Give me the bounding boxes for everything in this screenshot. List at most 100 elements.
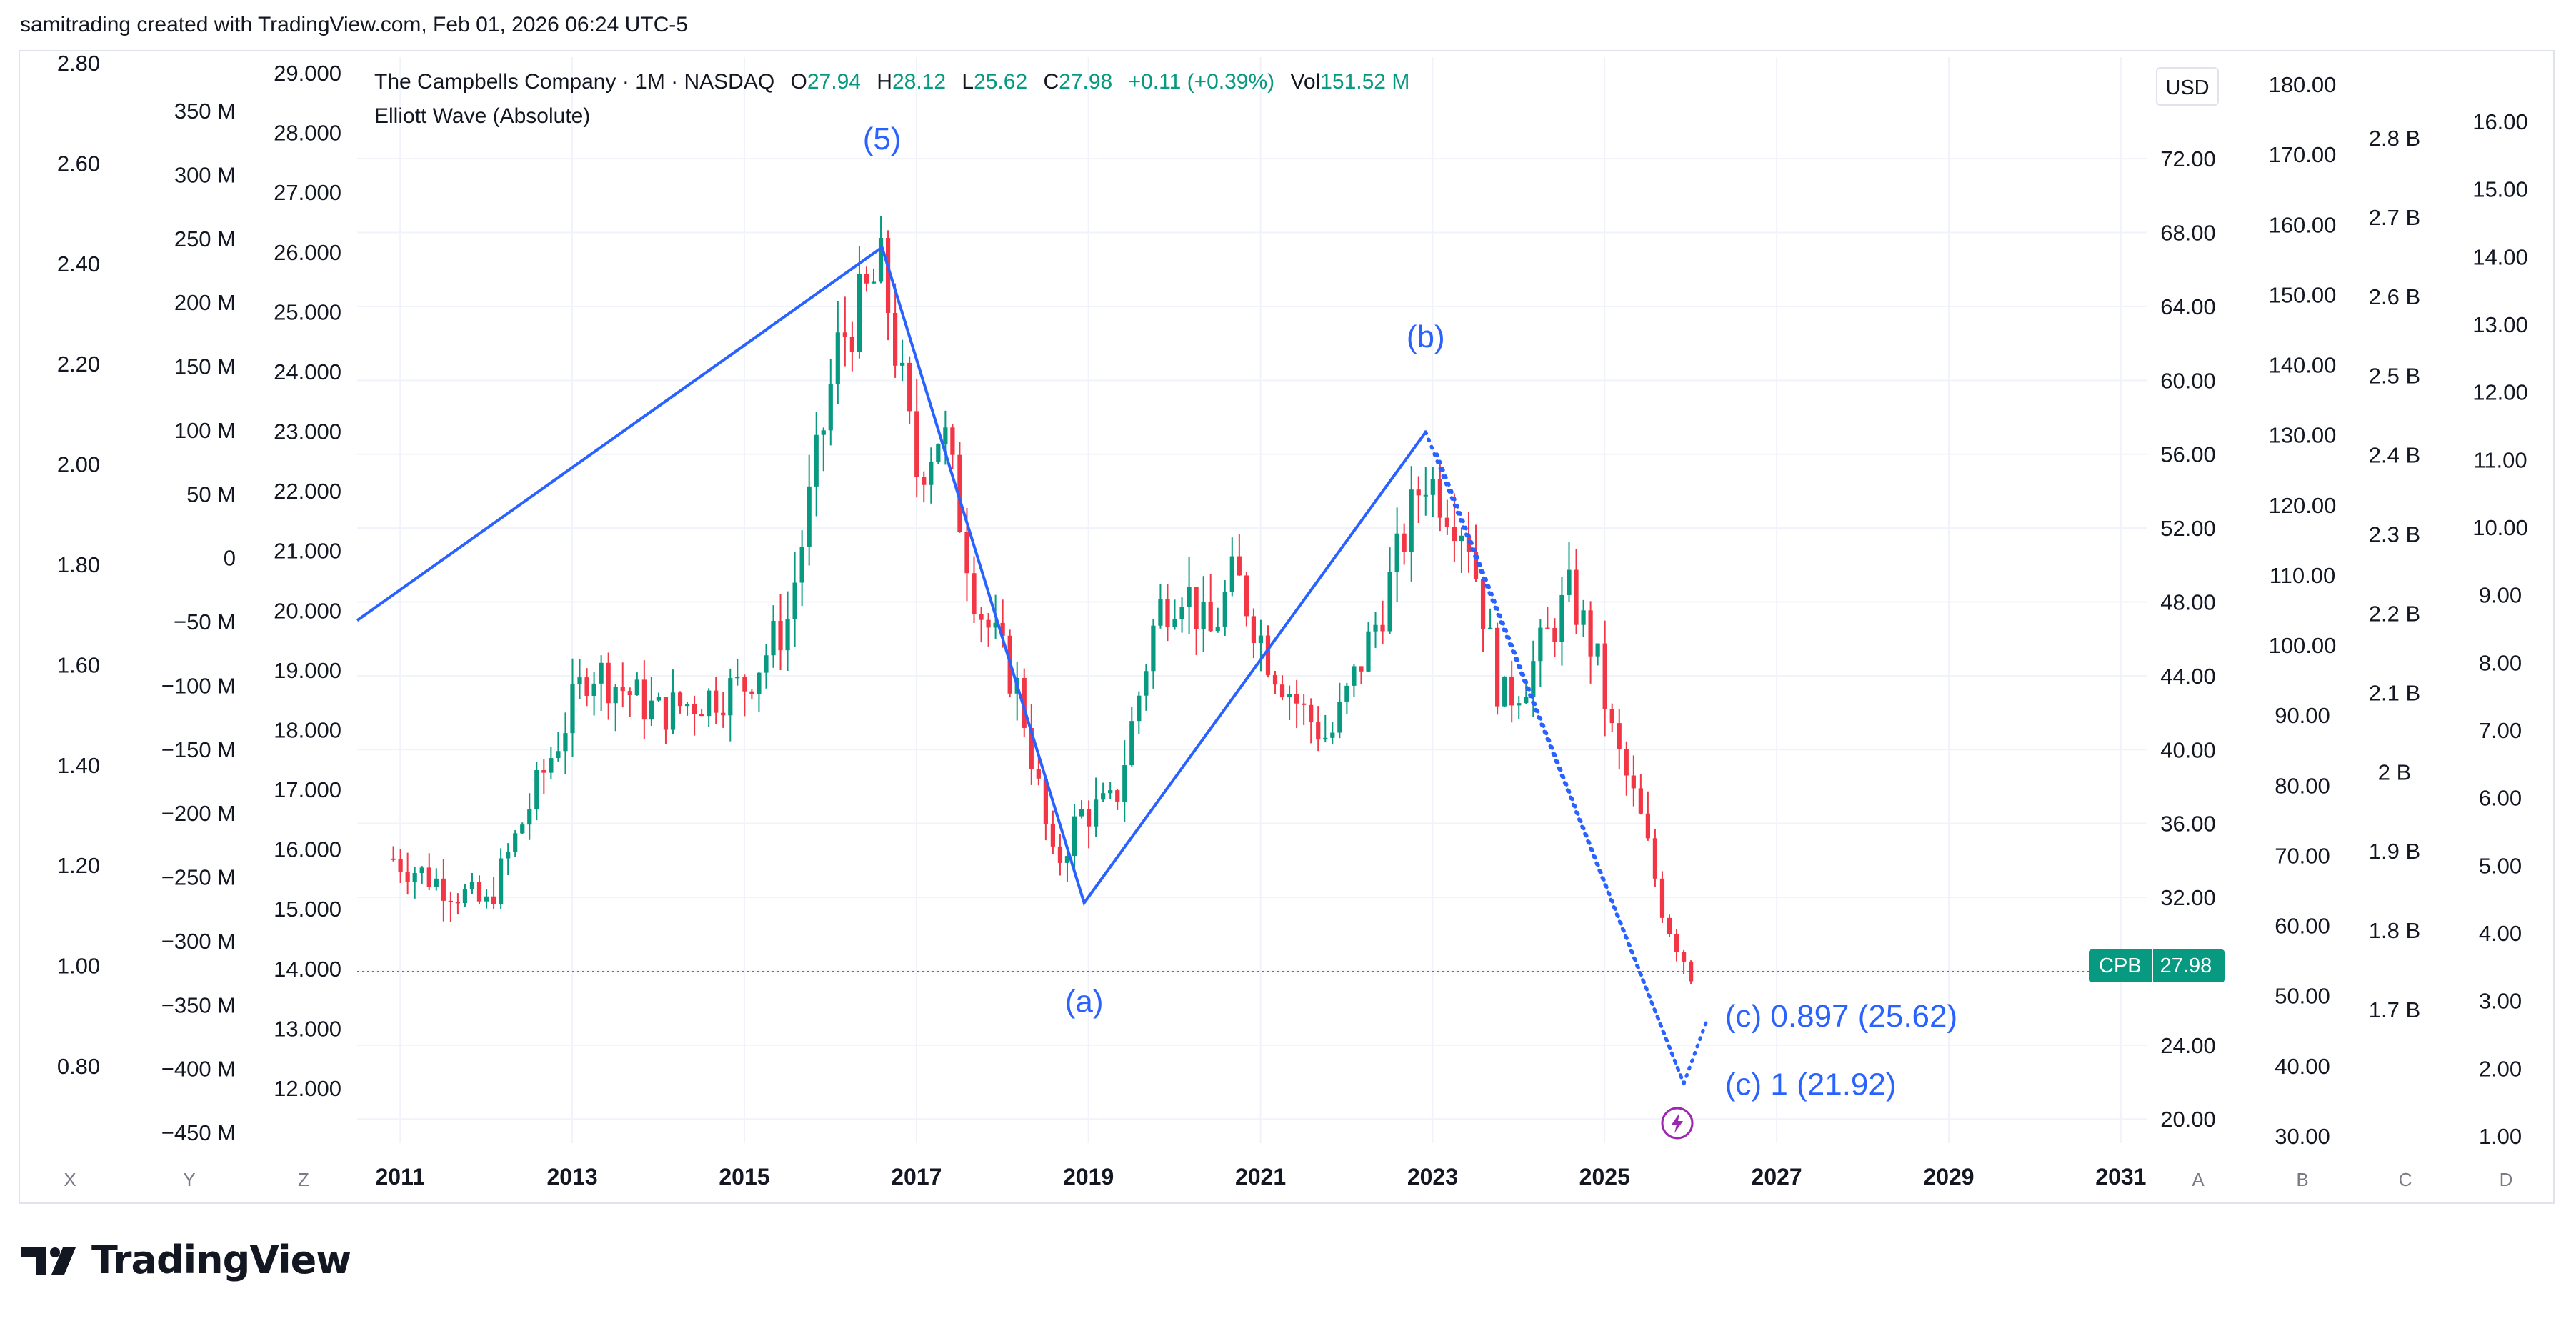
- chart-frame: [19, 50, 2555, 1204]
- x-tick-label: 2021: [1235, 1164, 1286, 1190]
- legend-change: +0.11 (+0.39%): [1128, 70, 1275, 94]
- candle-body: [964, 532, 969, 574]
- candle-body: [534, 769, 539, 810]
- candle-body: [922, 477, 927, 485]
- scale-b-tick: 110.00: [2270, 563, 2336, 588]
- x-tick-label: 2023: [1407, 1164, 1458, 1190]
- scale-y-tick: −350 M: [161, 992, 236, 1017]
- scale-c-tick: 1.9 B: [2369, 839, 2420, 864]
- candle-body: [419, 867, 424, 873]
- scale-x-tick: 1.20: [57, 853, 100, 878]
- candle-body: [692, 704, 697, 714]
- candle-body: [1050, 824, 1056, 847]
- legend-open-value: 27.94: [807, 70, 861, 94]
- candle-body: [656, 697, 662, 701]
- candle-body: [892, 313, 898, 366]
- candle-body: [1473, 552, 1479, 579]
- scale-y-tick: 50 M: [186, 482, 236, 507]
- price-tick-label: 68.00: [2160, 221, 2216, 246]
- scale-z-tick: 16.000: [274, 837, 341, 862]
- candle-body: [864, 274, 869, 284]
- scale-z-tick: 24.000: [274, 359, 341, 384]
- elliott-wave-overlay: (5) (a) (b) (c) 0.897 (25.62) (c) 1 (21.92): [356, 121, 2089, 1102]
- candle-body: [1179, 607, 1184, 619]
- candle-body: [1387, 572, 1392, 632]
- candle-body: [541, 769, 546, 773]
- candle-body: [1208, 602, 1213, 632]
- candle-body: [1495, 627, 1500, 707]
- candle-body: [771, 621, 776, 656]
- price-tick-label: 60.00: [2160, 368, 2216, 393]
- candle-body: [821, 430, 826, 435]
- scale-z-tick: 26.000: [274, 240, 341, 265]
- candle-body: [1631, 775, 1636, 789]
- candle-body: [1194, 587, 1199, 629]
- candle-body: [842, 332, 847, 337]
- legend-high-value: 28.12: [892, 70, 947, 94]
- candle-body: [462, 889, 468, 904]
- candle-body: [857, 274, 862, 352]
- x-tick-label: 2029: [1923, 1164, 1974, 1190]
- scale-d-tick: 1.00: [2479, 1124, 2522, 1149]
- candle-body: [1137, 695, 1142, 722]
- candle-body: [1459, 535, 1464, 542]
- candle-body: [1366, 631, 1371, 672]
- scale-d-tick: 14.00: [2472, 244, 2528, 269]
- candle-body: [1688, 961, 1694, 982]
- scale-b-tick: 180.00: [2269, 72, 2337, 97]
- candle-body: [506, 852, 511, 859]
- scale-x-tick: 1.60: [57, 652, 100, 677]
- candle-body: [1323, 737, 1328, 740]
- scale-z-tick: 19.000: [274, 658, 341, 683]
- scale-z-tick: 20.000: [274, 598, 341, 623]
- scale-b-tick: 50.00: [2275, 984, 2330, 1009]
- candle-body: [1222, 592, 1227, 627]
- candle-body: [878, 238, 884, 282]
- scale-c-tick: 2.2 B: [2369, 601, 2420, 626]
- scale-d-tick: 16.00: [2472, 109, 2528, 134]
- scale-z-tick: 13.000: [274, 1016, 341, 1041]
- candle-body: [1437, 478, 1442, 518]
- x-tick-label: 2027: [1752, 1164, 1802, 1190]
- scale-z-tick: 29.000: [274, 61, 341, 86]
- candle-body: [979, 614, 984, 620]
- candle-body: [1079, 809, 1084, 817]
- candle-body: [627, 691, 632, 695]
- candle-body: [1659, 878, 1665, 918]
- candle-body: [1380, 624, 1385, 632]
- symbol-legend[interactable]: The Campbells Company · 1M · NASDAQ O27.…: [374, 70, 1409, 94]
- scale-b-tick: 40.00: [2275, 1054, 2330, 1079]
- candle-body: [907, 362, 912, 412]
- candle-body: [1094, 799, 1099, 827]
- scale-b-tick: 150.00: [2269, 282, 2337, 307]
- candle-body: [1517, 703, 1522, 706]
- tradingview-logo-text: TradingView: [91, 1237, 351, 1282]
- candle-body: [1316, 722, 1321, 740]
- candle-body: [1559, 594, 1564, 642]
- candle-body: [1072, 816, 1077, 857]
- legend-volume-label: Vol: [1290, 70, 1321, 94]
- candle-body: [1272, 674, 1278, 685]
- candle-body: [1359, 666, 1364, 672]
- candle-body: [778, 621, 783, 651]
- scale-y-tick: 0: [224, 546, 236, 571]
- tradingview-logo[interactable]: TradingView: [21, 1237, 351, 1282]
- scale-b-tick: 130.00: [2269, 423, 2337, 448]
- candle-body: [1567, 569, 1572, 595]
- scale-d-tick: 5.00: [2479, 853, 2522, 878]
- legend-low-value: 25.62: [974, 70, 1028, 94]
- x-tick-label: 2025: [1579, 1164, 1630, 1190]
- candle-body: [412, 872, 417, 882]
- indicator-legend[interactable]: Elliott Wave (Absolute): [374, 104, 591, 128]
- scale-z-tick: 14.000: [274, 957, 341, 982]
- currency-button[interactable]: USD: [2156, 67, 2219, 106]
- candle-body: [993, 622, 998, 628]
- x-tick-label: 2011: [376, 1164, 425, 1190]
- candle-body: [1237, 556, 1242, 576]
- candle-body: [1229, 556, 1234, 592]
- lightning-circle-icon[interactable]: [1659, 1105, 1695, 1141]
- scale-button-c: C: [2399, 1169, 2412, 1190]
- candle-body: [1545, 627, 1550, 629]
- scale-c-tick: 2 B: [2378, 759, 2412, 784]
